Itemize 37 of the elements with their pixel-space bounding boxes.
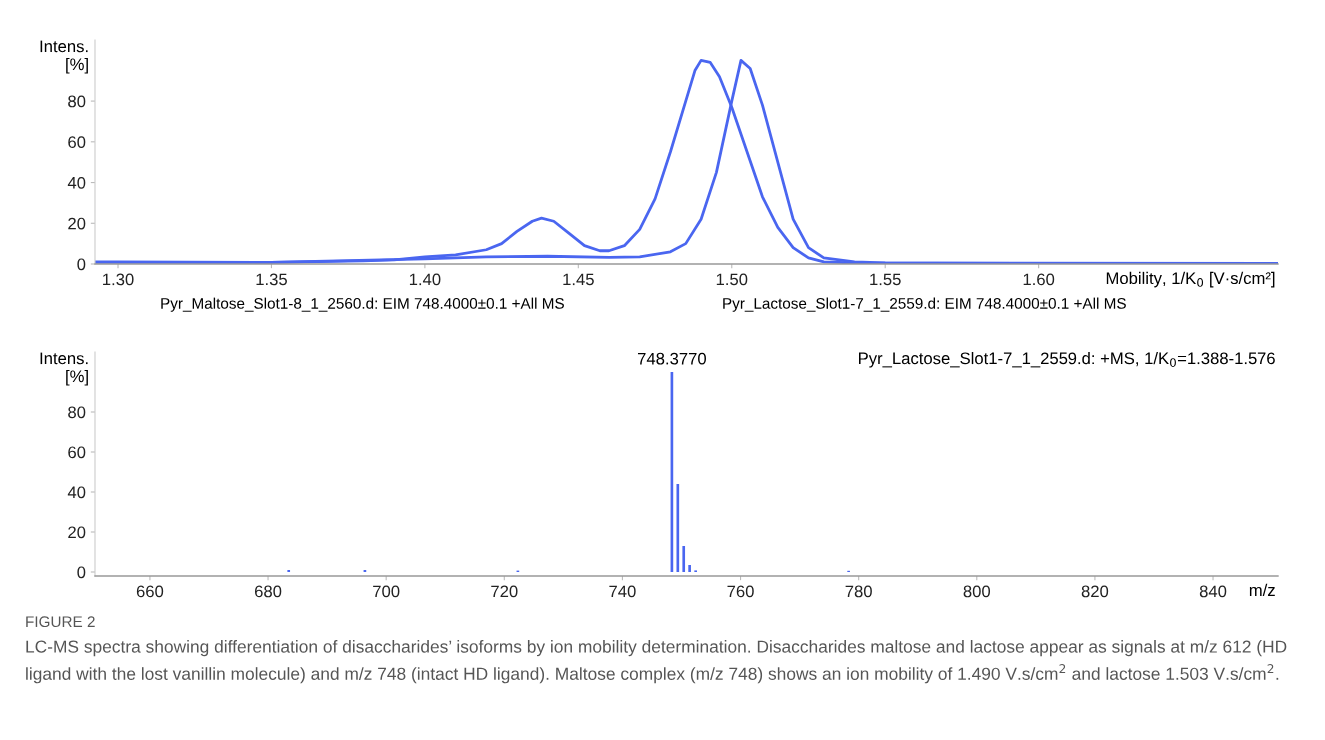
annotation: 748.3770 <box>637 352 706 365</box>
annotation: Pyr_Lactose_Slot1-7_1_2559.d: +MS, 1/K$_{0}$=1.388-1.576 <box>859 352 1275 368</box>
x-tick-label: 800 <box>963 585 991 598</box>
x-tick-label: 1.55 <box>870 273 901 286</box>
x-tick-label: 1.40 <box>409 273 441 286</box>
y-tick-label: 20 <box>68 217 86 230</box>
y-tick-label: 40 <box>67 486 86 499</box>
y-tick-label: 60 <box>68 446 86 459</box>
y-axis-title: Intens. [%] <box>40 352 88 386</box>
y-tick-label: 80 <box>68 95 86 108</box>
x-tick-label: 840 <box>1199 585 1227 598</box>
x-axis-title: m/z <box>1249 583 1275 597</box>
text: Pyr_Lactose_Slot1-7_1_2559.d: EIM 748.4000±0.1 +All MS <box>723 297 1126 312</box>
x-tick-label: 680 <box>254 585 282 598</box>
x-tick-label: 1.30 <box>103 273 134 286</box>
y-tick-label: 60 <box>68 136 86 149</box>
text: LC-MS spectra showing differentiation of disaccharides’ isoforms by ion mobility determination. Disaccharides maltose and lactose appear as signals at m/z 612 (HD ligand with the lost vanillin molecule) and m/z 748 (intact HD ligand). Maltose complex (m/z 748) shows an ion mobility of 1.490 V.s/cm$^{2}$ and lactose 1.503 V.s/cm$^{2}$. <box>26 640 1287 684</box>
y-tick-label: 40 <box>67 176 86 189</box>
x-tick-label: 1.35 <box>256 273 287 286</box>
x-tick-label: 780 <box>845 585 872 598</box>
x-tick-label: 820 <box>1081 585 1109 598</box>
x-tick-label: 1.45 <box>563 273 594 286</box>
y-axis-title: Intens. [%] <box>40 40 88 74</box>
x-tick-label: 1.50 <box>716 273 748 286</box>
x-tick-label: 740 <box>609 585 636 598</box>
x-tick-label: 760 <box>727 585 754 598</box>
y-tick-label: 0 <box>77 258 86 271</box>
text: Pyr_Maltose_Slot1-8_1_2560.d: EIM 748.4000±0.1 +All MS <box>161 297 564 312</box>
y-tick-label: 20 <box>68 526 86 539</box>
x-axis-title: Mobility, 1/K$_{0}$ [V·s/cm²] <box>1106 271 1275 288</box>
y-tick-label: 80 <box>68 406 86 419</box>
x-tick-label: 660 <box>136 585 164 598</box>
x-tick-label: 700 <box>373 585 400 598</box>
caption: FIGURE 2 <box>26 616 95 628</box>
x-tick-label: 720 <box>491 585 518 598</box>
x-tick-label: 1.60 <box>1023 273 1055 286</box>
y-tick-label: 0 <box>77 566 86 579</box>
